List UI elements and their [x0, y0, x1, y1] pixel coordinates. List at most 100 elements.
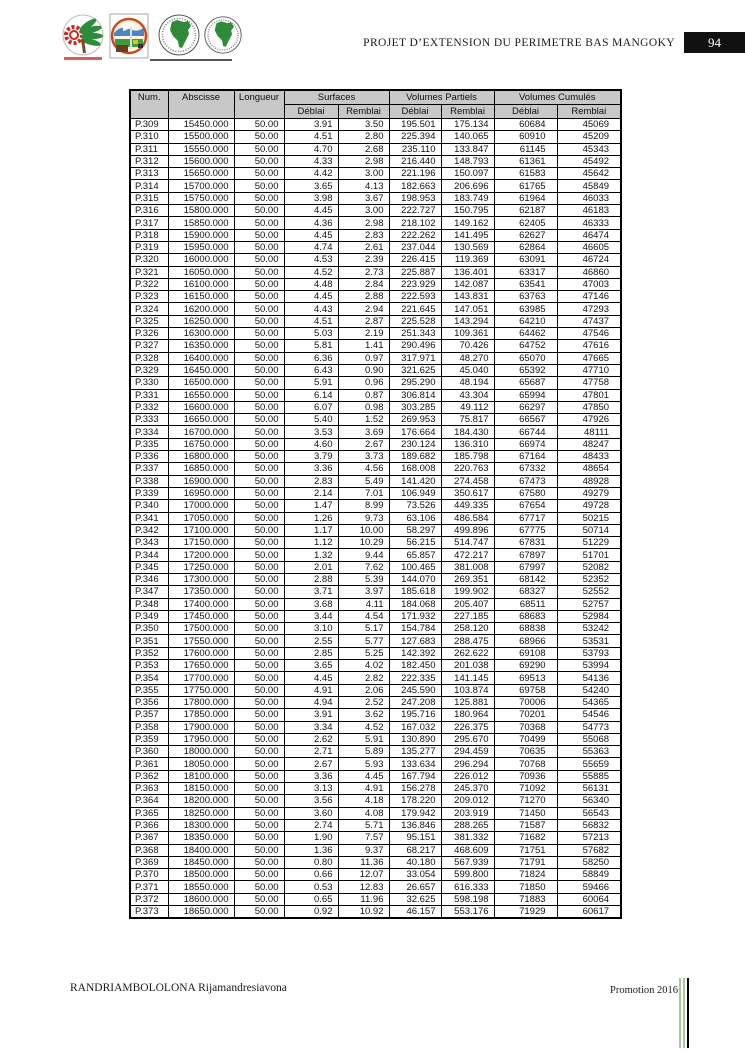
cell-volume-partiel-remblai: 201.038	[440, 659, 495, 673]
cell-volume-cumule-remblai: 54136	[556, 671, 622, 685]
cell-volume-partiel-deblai: 176.664	[388, 425, 442, 439]
cell-surface-deblai: 0.80	[283, 855, 339, 870]
cell-volume-partiel-remblai: 205.407	[440, 597, 495, 611]
cell-volume-partiel-deblai: 178.220	[388, 794, 442, 808]
cell-longueur: 50.00	[233, 757, 285, 771]
cell-volume-partiel-remblai: 180.964	[440, 708, 495, 722]
table-row: P.372 18600.000 50.00 0.65 11.96 32.625 …	[129, 892, 622, 907]
cell-volume-cumule-deblai: 67997	[493, 560, 558, 574]
cell-surface-remblai: 7.57	[337, 831, 390, 845]
cell-longueur: 50.00	[233, 191, 285, 206]
cell-longueur: 50.00	[233, 671, 285, 685]
cell-surface-remblai: 2.39	[337, 253, 390, 267]
cell-volume-partiel-deblai: 295.290	[388, 376, 442, 390]
cell-volume-partiel-remblai: 294.459	[440, 745, 495, 759]
cell-surface-deblai: 6.14	[283, 388, 339, 402]
cell-volume-partiel-deblai: 218.102	[388, 216, 442, 230]
cell-surface-deblai: 3.53	[283, 425, 339, 439]
cell-num: P.373	[129, 905, 169, 919]
cell-surface-deblai: 3.71	[283, 585, 339, 599]
cell-longueur: 50.00	[233, 806, 285, 820]
cell-num: P.345	[129, 560, 169, 574]
cell-num: P.358	[129, 720, 169, 734]
cell-volume-partiel-deblai: 247.208	[388, 695, 442, 710]
table-row: P.369 18450.000 50.00 0.80 11.36 40.180 …	[129, 855, 622, 870]
cell-abscisse: 17500.000	[167, 622, 235, 636]
page-number-badge: 94	[684, 32, 745, 53]
table-row: P.367 18350.000 50.00 1.90 7.57 95.151 3…	[129, 831, 622, 845]
table-row: P.353 17650.000 50.00 3.65 4.02 182.450 …	[129, 659, 622, 673]
cell-num: P.340	[129, 499, 169, 513]
cell-volume-cumule-deblai: 71883	[493, 892, 558, 907]
cell-volume-partiel-remblai: 274.458	[440, 474, 495, 488]
cell-volume-cumule-remblai: 55659	[556, 757, 622, 771]
table-row: P.314 15700.000 50.00 3.65 4.13 182.663 …	[129, 179, 622, 193]
cell-volume-partiel-remblai: 486.584	[440, 511, 495, 525]
subheader-partiels-deblai: Déblai	[388, 104, 442, 119]
cell-volume-partiel-remblai: 45.040	[440, 363, 495, 378]
cell-volume-cumule-deblai: 60684	[493, 117, 558, 132]
cell-volume-partiel-remblai: 70.426	[440, 339, 495, 353]
cell-volume-partiel-remblai: 206.696	[440, 179, 495, 193]
cell-surface-remblai: 4.91	[337, 782, 390, 796]
cell-volume-cumule-remblai: 46724	[556, 253, 622, 267]
cell-volume-cumule-remblai: 45209	[556, 130, 622, 144]
cell-volume-partiel-deblai: 58.297	[388, 523, 442, 538]
cell-abscisse: 17050.000	[167, 511, 235, 525]
cell-volume-cumule-remblai: 47801	[556, 388, 622, 402]
cell-surface-deblai: 5.40	[283, 413, 339, 427]
cell-surface-deblai: 0.65	[283, 892, 339, 907]
cell-volume-cumule-deblai: 63317	[493, 265, 558, 279]
cell-abscisse: 15800.000	[167, 204, 235, 218]
cell-longueur: 50.00	[233, 745, 285, 759]
table-row: P.345 17250.000 50.00 2.01 7.62 100.465 …	[129, 560, 622, 574]
subheader-partiels-remblai: Remblai	[440, 104, 495, 119]
cell-abscisse: 18500.000	[167, 868, 235, 882]
cell-volume-partiel-deblai: 223.929	[388, 277, 442, 292]
cell-volume-cumule-remblai: 46605	[556, 240, 622, 255]
cell-surface-remblai: 4.08	[337, 806, 390, 820]
cell-volume-cumule-deblai: 61765	[493, 179, 558, 193]
cell-volume-cumule-remblai: 54546	[556, 708, 622, 722]
page-title: PROJET D’EXTENSION DU PERIMETRE BAS MANG…	[363, 37, 675, 49]
cell-longueur: 50.00	[233, 695, 285, 710]
cell-num: P.331	[129, 388, 169, 402]
cell-volume-cumule-deblai: 67164	[493, 450, 558, 464]
cell-longueur: 50.00	[233, 536, 285, 550]
cell-volume-cumule-remblai: 47665	[556, 351, 622, 365]
cell-volume-cumule-deblai: 68683	[493, 609, 558, 624]
table-row: P.320 16000.000 50.00 4.53 2.39 226.415 …	[129, 253, 622, 267]
cell-volume-partiel-remblai: 143.294	[440, 314, 495, 329]
cell-volume-cumule-deblai: 71824	[493, 868, 558, 882]
cell-num: P.355	[129, 683, 169, 697]
cell-volume-partiel-remblai: 381.008	[440, 560, 495, 574]
cell-longueur: 50.00	[233, 634, 285, 648]
cell-volume-cumule-remblai: 50215	[556, 511, 622, 525]
cell-abscisse: 16150.000	[167, 290, 235, 304]
cell-surface-deblai: 0.92	[283, 905, 339, 919]
cell-volume-cumule-deblai: 62187	[493, 204, 558, 218]
cell-num: P.371	[129, 880, 169, 894]
cell-surface-remblai: 11.96	[337, 892, 390, 907]
cell-volume-cumule-remblai: 60617	[556, 905, 622, 919]
cell-num: P.348	[129, 597, 169, 611]
group-header-volumes-cumules: Volumes Cumulés	[493, 89, 622, 105]
cell-volume-partiel-remblai: 472.217	[440, 548, 495, 562]
cell-abscisse: 18300.000	[167, 818, 235, 833]
cell-longueur: 50.00	[233, 659, 285, 673]
cell-volume-cumule-deblai: 70006	[493, 695, 558, 710]
cell-longueur: 50.00	[233, 142, 285, 156]
cell-surface-deblai: 5.81	[283, 339, 339, 353]
cell-volume-cumule-deblai: 71929	[493, 905, 558, 919]
cell-volume-cumule-remblai: 59466	[556, 880, 622, 894]
cell-volume-partiel-remblai: 142.087	[440, 277, 495, 292]
cell-num: P.319	[129, 240, 169, 255]
cell-volume-cumule-deblai: 67654	[493, 499, 558, 513]
cell-surface-deblai: 3.56	[283, 794, 339, 808]
cell-num: P.346	[129, 572, 169, 587]
cell-num: P.332	[129, 400, 169, 415]
cell-volume-partiel-remblai: 514.747	[440, 536, 495, 550]
cell-abscisse: 17150.000	[167, 536, 235, 550]
cell-surface-remblai: 0.97	[337, 351, 390, 365]
cell-volume-partiel-remblai: 125.881	[440, 695, 495, 710]
